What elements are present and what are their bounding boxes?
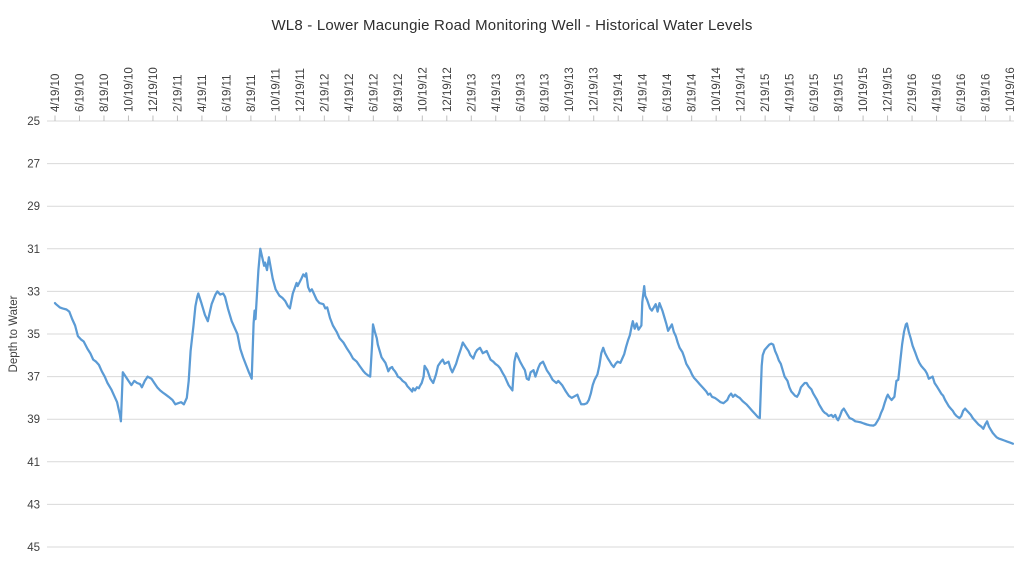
x-tick-label: 2/19/16 xyxy=(907,74,919,112)
x-tick-label: 4/19/10 xyxy=(50,74,62,112)
x-tick-label: 6/19/16 xyxy=(956,74,968,112)
y-tick-label: 31 xyxy=(27,244,40,256)
y-tick-label: 39 xyxy=(27,414,40,426)
x-tick-label: 12/19/15 xyxy=(883,67,895,112)
y-tick-labels-group: 25 27 29 31 33 35 37 39 41 43 45 xyxy=(27,116,40,554)
x-tick-label: 8/19/11 xyxy=(246,74,258,112)
y-tick-label: 45 xyxy=(27,542,40,554)
x-tick-label: 10/19/13 xyxy=(564,67,576,112)
x-tick-label: 12/19/11 xyxy=(295,68,307,112)
x-tick-label: 4/19/11 xyxy=(197,74,209,112)
x-tick-label: 10/19/15 xyxy=(858,67,870,112)
x-tick-label: 12/19/14 xyxy=(736,67,748,112)
y-tick-label: 33 xyxy=(27,286,40,298)
x-tick-label: 10/19/11 xyxy=(270,68,282,112)
x-tick-label: 2/19/11 xyxy=(172,74,184,112)
x-tick-label: 4/19/16 xyxy=(932,74,944,112)
x-tick-label: 2/19/15 xyxy=(760,74,772,112)
x-tick-label: 10/19/14 xyxy=(711,67,723,112)
x-tick-label: 2/19/13 xyxy=(466,74,478,112)
x-tick-label: 6/19/10 xyxy=(74,74,86,112)
x-tick-label: 12/19/12 xyxy=(442,67,454,112)
x-tick-label: 6/19/12 xyxy=(368,74,380,112)
x-tick-label: 2/19/12 xyxy=(319,74,331,112)
x-tick-label: 10/19/10 xyxy=(123,67,135,112)
x-tick-label: 8/19/10 xyxy=(99,74,111,112)
x-tick-label: 12/19/13 xyxy=(589,67,601,112)
x-tick-label: 6/19/11 xyxy=(221,74,233,112)
x-tick-label: 4/19/12 xyxy=(344,74,356,112)
x-tick-label: 10/19/16 xyxy=(1005,67,1017,112)
x-tick-label: 4/19/13 xyxy=(491,74,503,112)
x-tick-label: 10/19/12 xyxy=(417,67,429,112)
y-tick-label: 29 xyxy=(27,201,40,213)
y-tick-label: 27 xyxy=(27,159,40,171)
y-tick-label: 35 xyxy=(27,329,40,341)
x-tick-marks-group xyxy=(54,115,1011,121)
x-tick-label: 8/19/12 xyxy=(393,74,405,112)
x-tick-label: 8/19/16 xyxy=(981,74,993,112)
series-group xyxy=(53,247,1015,445)
x-tick-label: 4/19/14 xyxy=(638,73,650,112)
x-tick-label: 8/19/15 xyxy=(834,74,846,112)
x-tick-label: 8/19/14 xyxy=(687,73,699,112)
x-tick-labels-group: 4/19/10 6/19/10 8/19/10 10/19/10 12/19/10 2/1… xyxy=(50,67,1017,112)
x-tick-label: 6/19/13 xyxy=(515,74,527,112)
gridlines-group xyxy=(47,120,1014,548)
y-tick-label: 25 xyxy=(27,116,40,128)
chart-title: WL8 - Lower Macungie Road Monitoring Wel… xyxy=(271,17,753,34)
x-tick-label: 6/19/14 xyxy=(662,73,674,112)
x-tick-label: 6/19/15 xyxy=(809,74,821,112)
y-axis-title: Depth to Water xyxy=(8,295,20,372)
x-tick-label: 2/19/14 xyxy=(613,73,625,112)
y-tick-label: 37 xyxy=(27,372,40,384)
water-level-line xyxy=(53,247,1015,445)
y-tick-label: 41 xyxy=(27,457,40,469)
x-tick-label: 8/19/13 xyxy=(540,74,552,112)
x-tick-label: 12/19/10 xyxy=(148,67,160,112)
x-tick-label: 4/19/15 xyxy=(785,74,797,112)
y-tick-label: 43 xyxy=(27,499,40,511)
